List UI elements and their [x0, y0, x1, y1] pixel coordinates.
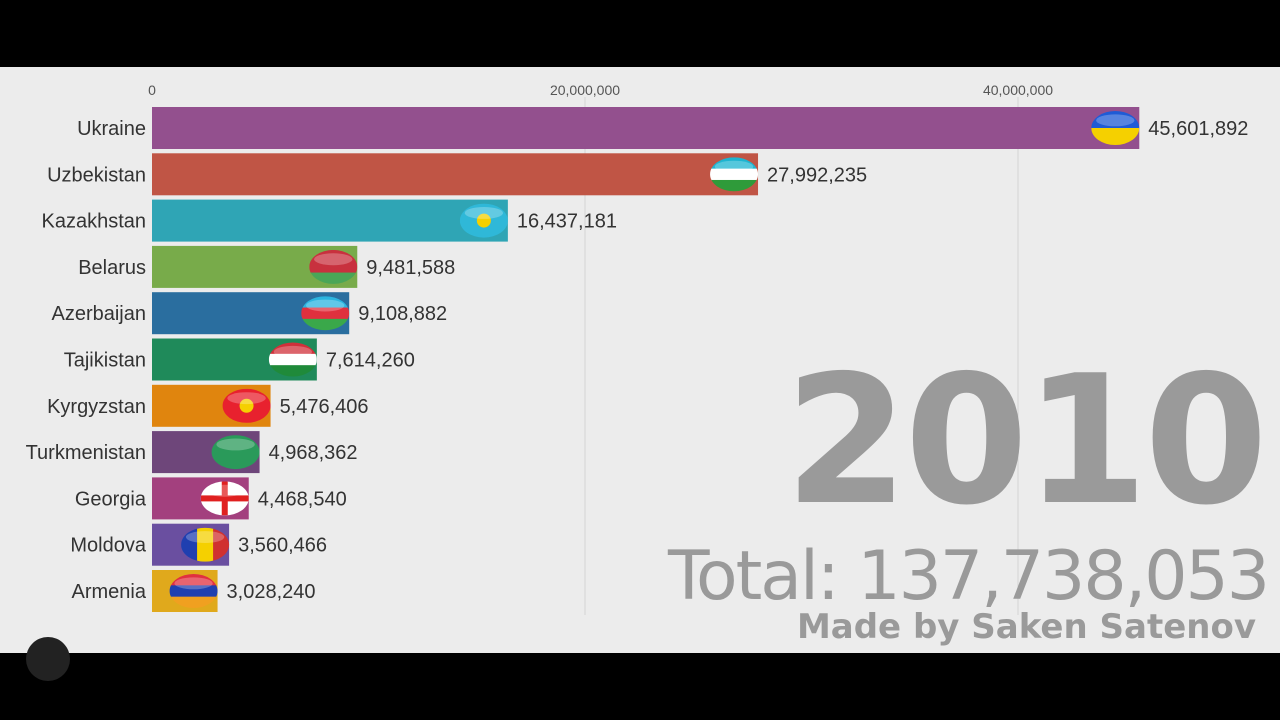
category-label: Moldova	[70, 535, 146, 557]
x-tick-label: 0	[148, 82, 156, 98]
category-label: Ukraine	[77, 118, 146, 140]
bar-uzbekistan	[152, 153, 759, 196]
category-label: Azerbaijan	[51, 303, 146, 325]
player-control-button[interactable]	[26, 637, 70, 681]
category-label: Turkmenistan	[26, 442, 146, 464]
bar-ukraine	[152, 107, 1140, 149]
value-label: 9,108,882	[358, 303, 447, 325]
category-label: Georgia	[75, 488, 147, 510]
flag-icon-ukraine	[1091, 111, 1140, 145]
value-label: 9,481,588	[366, 257, 455, 279]
bar-kazakhstan	[152, 199, 508, 242]
value-label: 16,437,181	[517, 211, 617, 233]
x-tick-label: 20,000,000	[550, 82, 620, 98]
flag-icon-tajikistan	[268, 342, 317, 377]
category-label: Kazakhstan	[41, 211, 146, 233]
category-label: Armenia	[72, 581, 147, 603]
value-label: 3,560,466	[238, 535, 327, 557]
chart-area: 0 20,000,000 40,000,000 Ukraine 45,601,892 Uz…	[0, 67, 1280, 681]
value-label: 5,476,406	[280, 396, 369, 418]
value-label: 4,968,362	[269, 442, 358, 464]
category-label: Uzbekistan	[47, 164, 146, 186]
flag-icon-belarus	[309, 249, 358, 284]
value-label: 45,601,892	[1148, 118, 1248, 140]
category-label: Belarus	[78, 257, 146, 279]
flag-icon-uzbekistan	[710, 157, 759, 192]
category-label: Tajikistan	[64, 350, 146, 372]
flag-icon-armenia	[169, 574, 218, 608]
flag-icon-azerbaijan	[301, 296, 350, 331]
category-label: Kyrgyzstan	[47, 396, 146, 418]
value-label: 7,614,260	[326, 350, 415, 372]
flag-icon-georgia	[200, 481, 249, 516]
x-tick-label: 40,000,000	[983, 82, 1053, 98]
flag-icon-kyrgyzstan	[222, 388, 271, 423]
value-label: 27,992,235	[767, 164, 867, 186]
credit-label: Made by Saken Satenov	[796, 607, 1256, 647]
total-label: Total: 137,738,053	[668, 537, 1270, 616]
year-label: 2010	[784, 337, 1268, 544]
flag-icon-turkmenistan	[211, 435, 260, 470]
flag-icon-moldova	[181, 527, 230, 562]
value-label: 4,468,540	[258, 488, 347, 510]
value-label: 3,028,240	[227, 581, 316, 603]
flag-icon-kazakhstan	[459, 203, 508, 238]
bar-chart: 0 20,000,000 40,000,000 Ukraine 45,601,892 Uz…	[26, 82, 1248, 615]
